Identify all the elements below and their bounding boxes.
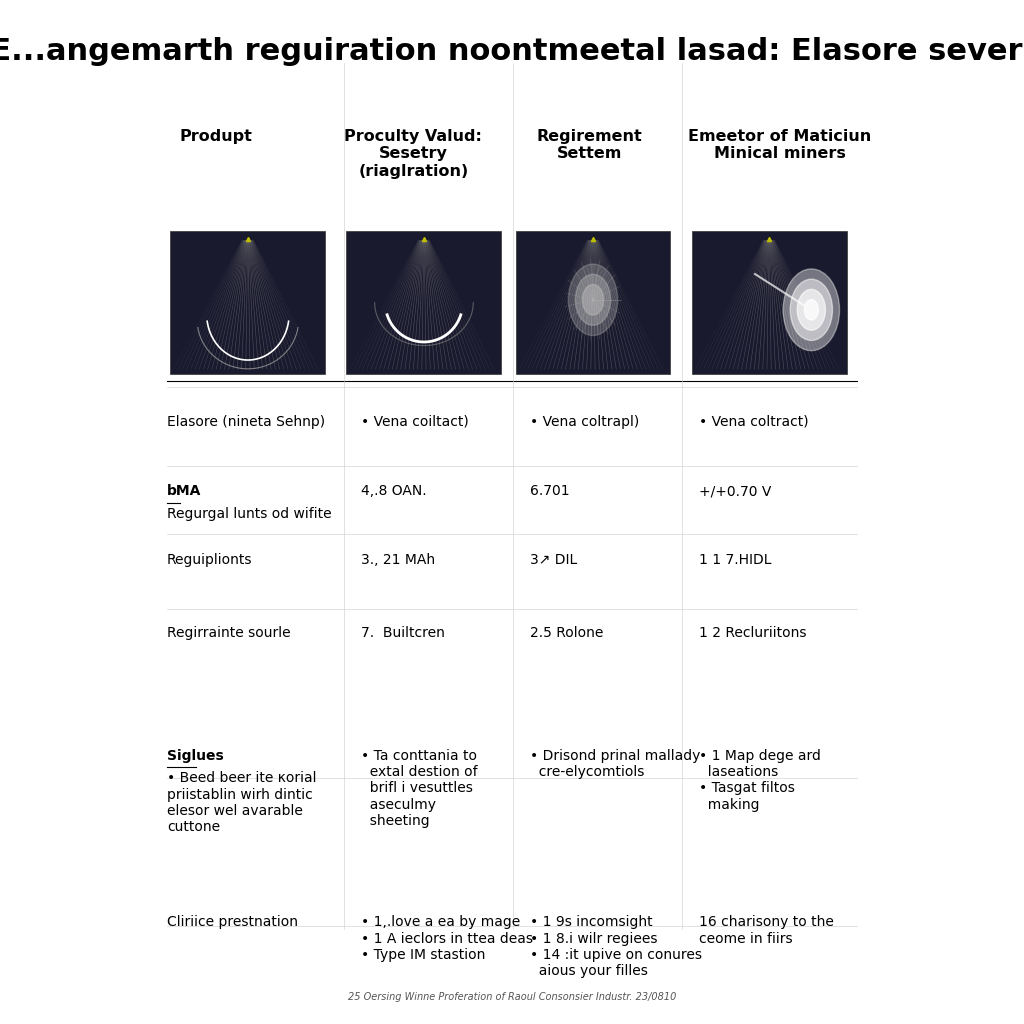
Text: • 1 9s incomsight
• 1 8.i wilr regiees
• 14 :it upive on conures
  aious your fi: • 1 9s incomsight • 1 8.i wilr regiees •… [529,915,701,978]
Text: Reguiplionts: Reguiplionts [167,553,252,567]
Circle shape [791,280,833,340]
Text: • 1 Map dege ard
  laseations
• Tasgat filtos
  making: • 1 Map dege ard laseations • Tasgat fil… [698,749,820,812]
Text: • Beed beer ite κorial
priistablin wirh dintic
elesor wel avarable
cuttone: • Beed beer ite κorial priistablin wirh … [167,771,316,834]
Circle shape [783,269,840,350]
FancyBboxPatch shape [515,231,671,374]
Text: 16 charisony to the
ceome in fiirs: 16 charisony to the ceome in fiirs [698,915,834,945]
Text: 3↗ DIL: 3↗ DIL [529,553,577,567]
Text: ISE...angemarth reguiration noontmeetal lasad: Elasore severity: ISE...angemarth reguiration noontmeetal … [0,37,1024,67]
Circle shape [804,300,818,321]
Text: 25 Oersing Winne Proferation of Raoul Consonsier Industr. 23/0810: 25 Oersing Winne Proferation of Raoul Co… [348,992,676,1002]
Circle shape [583,285,603,315]
Text: Produpt: Produpt [180,129,253,144]
Text: Siglues: Siglues [167,749,223,763]
Text: Regirrainte sourle: Regirrainte sourle [167,627,291,640]
Text: Regurgal lunts od wifite: Regurgal lunts od wifite [167,507,332,521]
Text: • Vena coiltact): • Vena coiltact) [360,415,468,429]
Text: 1 2 Recluriitons: 1 2 Recluriitons [698,627,806,640]
FancyBboxPatch shape [346,231,502,374]
FancyBboxPatch shape [691,231,847,374]
Text: Regirement
Settem: Regirement Settem [537,129,642,162]
Text: 2.5 Rolone: 2.5 Rolone [529,627,603,640]
Text: Proculty Valud:
Sesetry
(riaglration): Proculty Valud: Sesetry (riaglration) [344,129,482,179]
Text: 7.  Builtcren: 7. Builtcren [360,627,444,640]
Text: • Ta conttania to
  extal destion of
  brifl i vesuttles
  aseculmy
  sheeting: • Ta conttania to extal destion of brifl… [360,749,477,827]
Circle shape [568,264,617,336]
Text: bMA: bMA [167,484,202,499]
Text: 3., 21 MAh: 3., 21 MAh [360,553,435,567]
Text: 6.701: 6.701 [529,484,569,499]
Text: Emeetor of Maticiun
Minical miners: Emeetor of Maticiun Minical miners [688,129,871,162]
Circle shape [575,274,610,326]
Text: 4,.8 OAN.: 4,.8 OAN. [360,484,426,499]
Circle shape [798,290,825,330]
Text: Elasore (nineta Sehnp): Elasore (nineta Sehnp) [167,415,325,429]
FancyBboxPatch shape [170,231,326,374]
Text: • Drisond prinal mallady
  cre-elycomtiols: • Drisond prinal mallady cre-elycomtiols [529,749,700,779]
Text: • 1,.love a ea by mage
• 1 A ieclors in ttea deas
• Type IM stastion: • 1,.love a ea by mage • 1 A ieclors in … [360,915,532,962]
Text: +/+0.70 V: +/+0.70 V [698,484,771,499]
Text: • Vena coltract): • Vena coltract) [698,415,808,429]
Text: Cliriice prestnation: Cliriice prestnation [167,915,298,930]
Text: • Vena coltrapl): • Vena coltrapl) [529,415,639,429]
Text: 1 1 7.HIDL: 1 1 7.HIDL [698,553,771,567]
